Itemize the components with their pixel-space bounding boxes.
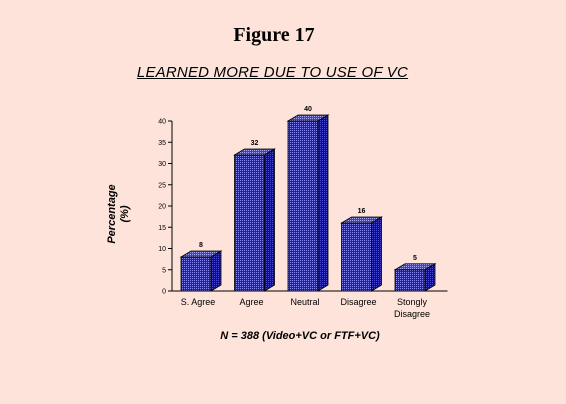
bar-front [287, 120, 319, 292]
bar-front [180, 256, 212, 292]
bar [340, 216, 383, 292]
bar [179, 250, 223, 292]
y-tick-label: 0 [162, 289, 166, 296]
bar-side [210, 250, 222, 292]
y-tick-label: 5 [162, 267, 166, 274]
y-tick-label: 25 [158, 182, 166, 189]
bar-front [341, 222, 372, 292]
y-tick-label: 10 [158, 246, 166, 253]
bar [286, 114, 330, 292]
bar-front [394, 269, 426, 292]
category-label: Stongly Disagree [394, 297, 430, 319]
category-label: Agree [239, 297, 263, 307]
data-label: 32 [251, 140, 259, 147]
y-tick-label: 40 [158, 119, 166, 126]
data-label: 5 [413, 255, 417, 262]
data-label: 8 [199, 242, 203, 249]
y-axis-label: Percentage(%) [106, 184, 131, 243]
y-tick-label: 15 [158, 225, 166, 232]
category-label: Neutral [290, 297, 319, 307]
chart-title: LEARNED MORE DUE TO USE OF VC [136, 64, 409, 81]
bar-side [264, 148, 275, 292]
data-label: 40 [304, 106, 312, 113]
y-tick-label: 20 [158, 204, 166, 211]
bar [393, 263, 437, 292]
x-axis-label: N = 388 (Video+VC or FTF+VC) [220, 330, 380, 342]
y-tick-label: 30 [158, 161, 166, 168]
bar [233, 148, 276, 292]
category-label: S. Agree [181, 297, 216, 307]
bar-front [234, 154, 265, 292]
y-tick-label: 35 [158, 140, 166, 147]
category-label: Disagree [340, 297, 376, 307]
figure-label: Figure 17 [233, 24, 315, 46]
data-label: 16 [358, 208, 366, 215]
bar-side [317, 114, 329, 292]
bar-side [424, 263, 436, 292]
bar-side [371, 216, 382, 292]
